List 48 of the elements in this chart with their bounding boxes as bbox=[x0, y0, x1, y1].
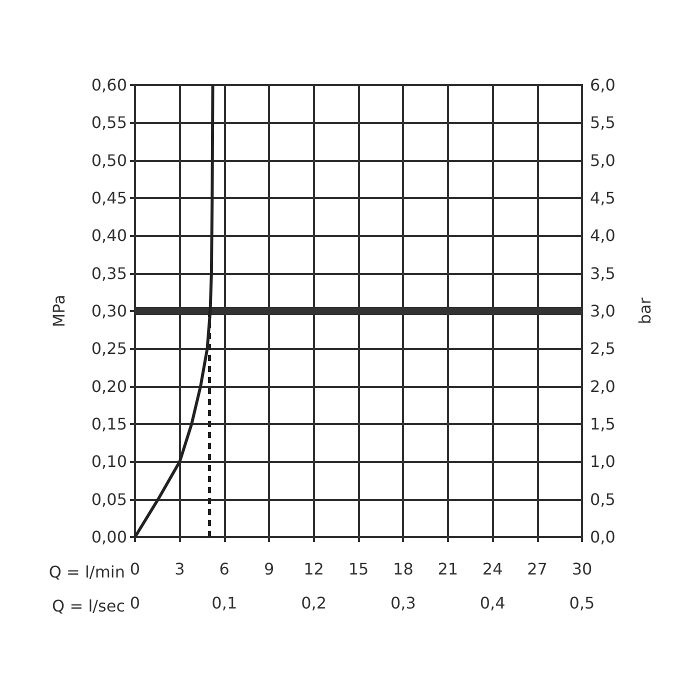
x-tick-label: 24 bbox=[482, 560, 503, 578]
line-series bbox=[134, 84, 214, 538]
y-tick-label: 0,00 bbox=[91, 528, 127, 546]
x2-tick-label: 0,3 bbox=[390, 594, 416, 612]
y-tick-label: 0,10 bbox=[91, 452, 127, 472]
y2-tick-label: 5,0 bbox=[590, 150, 616, 170]
y-tick-label: 0,05 bbox=[91, 490, 127, 509]
x-tick-label: 18 bbox=[393, 560, 414, 578]
y2-tick-label: 1,5 bbox=[590, 414, 616, 434]
y2-tick-label: 2,0 bbox=[590, 376, 616, 396]
x-tick-label: 12 bbox=[304, 560, 324, 578]
y-tick-label: 0,40 bbox=[91, 226, 127, 246]
x-tick-label: 6 bbox=[219, 560, 230, 578]
y2-tick-label: 1,0 bbox=[590, 452, 616, 472]
x-tick-label: 9 bbox=[264, 560, 274, 578]
y2-tick-label: 4,0 bbox=[590, 226, 616, 246]
x-tick-label: 3 bbox=[174, 560, 185, 578]
x2-tick-label: 0,4 bbox=[480, 594, 506, 612]
y2-tick-label: 3,5 bbox=[590, 264, 616, 283]
x-tick-label: 15 bbox=[348, 560, 369, 578]
y-tick-label: 0,45 bbox=[91, 188, 127, 208]
x2-tick-label: 0,5 bbox=[569, 594, 595, 612]
x2-tick-label: 0,1 bbox=[212, 594, 238, 612]
x-axis-title: Q = l/min bbox=[48, 562, 125, 582]
x-tick-label: 27 bbox=[527, 560, 548, 578]
y2-tick-label: 0,0 bbox=[590, 528, 616, 546]
y-tick-label: 0,20 bbox=[91, 376, 127, 396]
y2-axis-title: bar bbox=[636, 297, 654, 324]
y-axis-title: MPa bbox=[50, 294, 68, 328]
y-tick-label: 0,50 bbox=[91, 150, 127, 170]
x2-tick-label: 0 bbox=[130, 594, 140, 612]
y2-tick-label: 0,5 bbox=[590, 490, 616, 509]
y-tick-label: 0,35 bbox=[91, 264, 127, 283]
y-tick-label: 0,15 bbox=[91, 414, 127, 434]
x2-tick-label: 0,2 bbox=[301, 594, 327, 612]
x-tick-label: 30 bbox=[572, 560, 592, 578]
y2-tick-label: 2,5 bbox=[590, 339, 616, 358]
y-tick-label: 0,60 bbox=[91, 76, 127, 94]
y2-tick-label: 6,0 bbox=[590, 76, 616, 94]
y2-tick-label: 3,0 bbox=[590, 302, 616, 320]
x-tick-label: 21 bbox=[438, 560, 458, 578]
x2-axis-title: Q = l/sec bbox=[52, 596, 125, 616]
y-tick-label: 0,25 bbox=[91, 339, 127, 358]
y-tick-label: 0,30 bbox=[91, 302, 127, 320]
y2-tick-label: 4,5 bbox=[590, 188, 616, 208]
y2-tick-label: 5,5 bbox=[590, 113, 616, 132]
y-tick-label: 0,55 bbox=[91, 113, 127, 132]
x-tick-label: 0 bbox=[130, 560, 140, 578]
